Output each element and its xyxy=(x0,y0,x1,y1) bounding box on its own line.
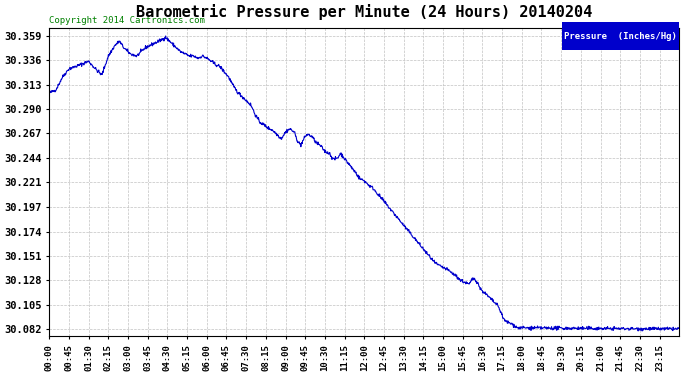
Title: Barometric Pressure per Minute (24 Hours) 20140204: Barometric Pressure per Minute (24 Hours… xyxy=(136,4,592,20)
Text: Copyright 2014 Cartronics.com: Copyright 2014 Cartronics.com xyxy=(49,16,205,26)
